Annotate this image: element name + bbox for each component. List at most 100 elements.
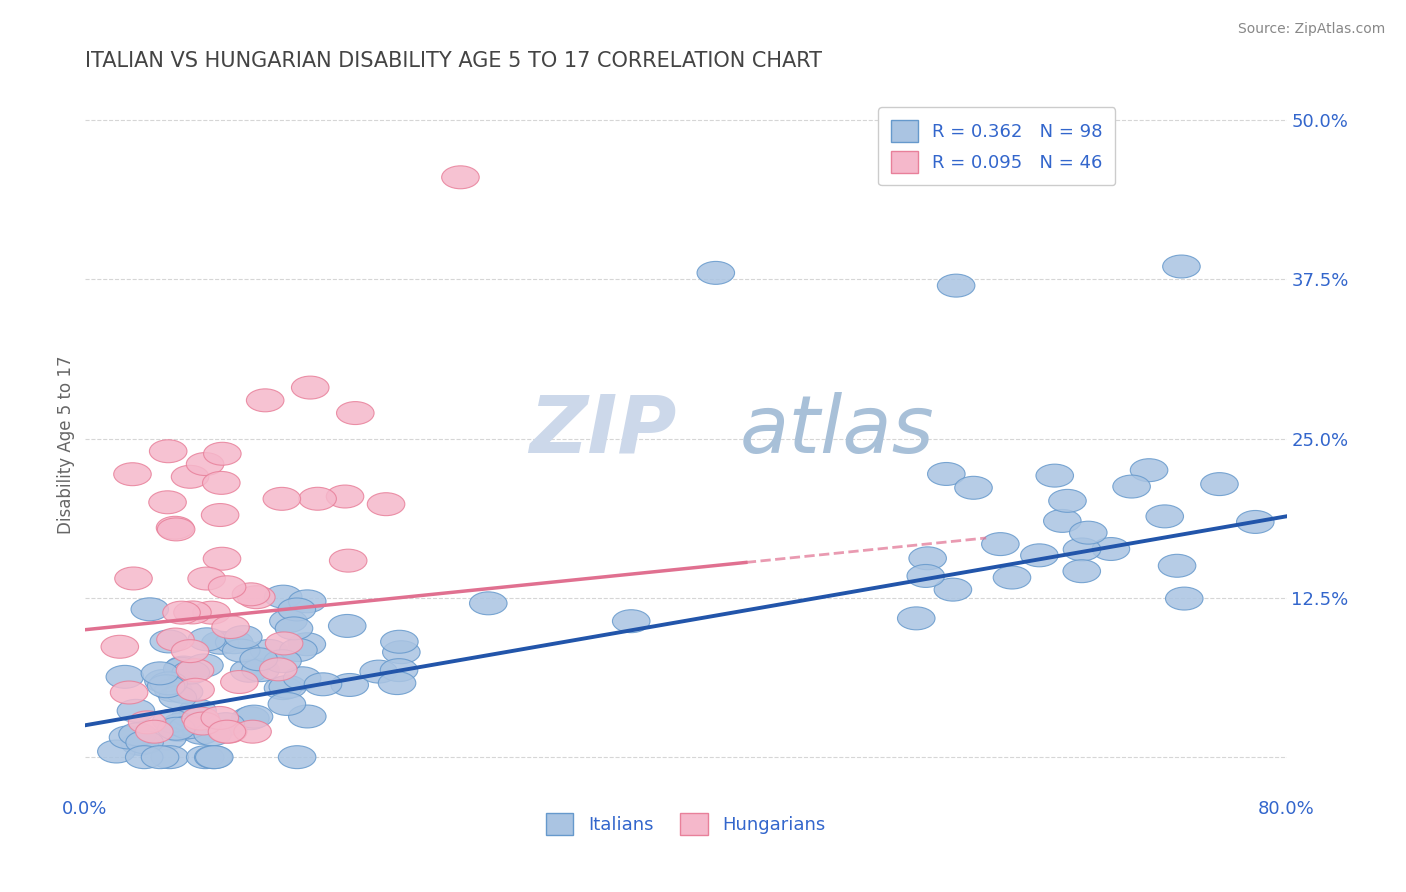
Ellipse shape — [187, 746, 224, 769]
Ellipse shape — [150, 630, 187, 653]
Ellipse shape — [264, 649, 301, 673]
Ellipse shape — [260, 658, 297, 681]
Ellipse shape — [135, 720, 173, 743]
Ellipse shape — [1112, 475, 1150, 498]
Ellipse shape — [326, 485, 364, 508]
Ellipse shape — [330, 673, 368, 697]
Ellipse shape — [1063, 559, 1101, 582]
Ellipse shape — [201, 706, 239, 730]
Ellipse shape — [174, 601, 211, 624]
Ellipse shape — [1163, 255, 1201, 278]
Ellipse shape — [955, 476, 993, 500]
Ellipse shape — [207, 713, 245, 736]
Ellipse shape — [1036, 464, 1074, 487]
Ellipse shape — [159, 686, 197, 709]
Ellipse shape — [304, 673, 342, 696]
Ellipse shape — [270, 609, 307, 632]
Ellipse shape — [201, 632, 239, 654]
Ellipse shape — [1049, 490, 1087, 512]
Ellipse shape — [897, 607, 935, 630]
Ellipse shape — [336, 401, 374, 425]
Ellipse shape — [329, 615, 366, 638]
Ellipse shape — [288, 590, 326, 613]
Ellipse shape — [184, 712, 222, 735]
Ellipse shape — [231, 659, 269, 682]
Ellipse shape — [179, 699, 217, 722]
Ellipse shape — [1201, 473, 1239, 496]
Ellipse shape — [1092, 538, 1129, 560]
Ellipse shape — [156, 628, 194, 651]
Ellipse shape — [208, 575, 246, 599]
Ellipse shape — [128, 711, 166, 734]
Ellipse shape — [278, 746, 316, 769]
Ellipse shape — [381, 631, 418, 653]
Ellipse shape — [278, 598, 315, 621]
Ellipse shape — [181, 707, 219, 730]
Ellipse shape — [1166, 587, 1204, 610]
Ellipse shape — [121, 732, 159, 756]
Ellipse shape — [1146, 505, 1184, 528]
Ellipse shape — [148, 674, 186, 698]
Ellipse shape — [149, 491, 187, 514]
Ellipse shape — [212, 615, 249, 639]
Ellipse shape — [172, 466, 209, 488]
Ellipse shape — [1130, 458, 1168, 482]
Ellipse shape — [225, 625, 262, 648]
Ellipse shape — [165, 656, 202, 679]
Ellipse shape — [105, 665, 143, 689]
Ellipse shape — [163, 657, 201, 681]
Ellipse shape — [110, 726, 146, 749]
Ellipse shape — [118, 723, 156, 746]
Ellipse shape — [162, 713, 200, 736]
Ellipse shape — [284, 667, 321, 690]
Ellipse shape — [269, 692, 305, 715]
Ellipse shape — [194, 723, 232, 746]
Ellipse shape — [907, 565, 945, 588]
Ellipse shape — [155, 679, 193, 702]
Ellipse shape — [266, 632, 302, 655]
Ellipse shape — [1043, 509, 1081, 533]
Ellipse shape — [172, 705, 209, 727]
Ellipse shape — [115, 567, 152, 590]
Ellipse shape — [110, 681, 148, 704]
Ellipse shape — [159, 718, 197, 741]
Ellipse shape — [269, 675, 307, 698]
Ellipse shape — [238, 586, 276, 608]
Ellipse shape — [153, 709, 190, 732]
Ellipse shape — [101, 635, 139, 658]
Ellipse shape — [232, 582, 270, 606]
Ellipse shape — [176, 659, 214, 681]
Text: ZIP: ZIP — [530, 392, 676, 470]
Ellipse shape — [981, 533, 1019, 556]
Ellipse shape — [263, 487, 301, 510]
Ellipse shape — [141, 662, 179, 685]
Ellipse shape — [172, 640, 209, 663]
Ellipse shape — [934, 578, 972, 601]
Ellipse shape — [1070, 521, 1107, 544]
Ellipse shape — [288, 632, 326, 656]
Ellipse shape — [264, 677, 302, 699]
Ellipse shape — [288, 705, 326, 728]
Ellipse shape — [246, 389, 284, 412]
Ellipse shape — [193, 601, 231, 624]
Ellipse shape — [329, 549, 367, 572]
Ellipse shape — [382, 640, 420, 664]
Ellipse shape — [157, 717, 195, 740]
Ellipse shape — [186, 654, 224, 677]
Ellipse shape — [195, 746, 233, 769]
Ellipse shape — [131, 598, 169, 621]
Ellipse shape — [928, 462, 965, 485]
Ellipse shape — [97, 740, 135, 763]
Ellipse shape — [1236, 510, 1274, 533]
Ellipse shape — [613, 610, 650, 632]
Ellipse shape — [993, 566, 1031, 589]
Ellipse shape — [183, 722, 221, 744]
Ellipse shape — [222, 640, 260, 662]
Text: atlas: atlas — [740, 392, 935, 470]
Ellipse shape — [125, 746, 163, 769]
Ellipse shape — [1159, 554, 1197, 577]
Ellipse shape — [157, 518, 195, 541]
Ellipse shape — [141, 746, 179, 769]
Ellipse shape — [169, 716, 207, 739]
Ellipse shape — [114, 463, 152, 485]
